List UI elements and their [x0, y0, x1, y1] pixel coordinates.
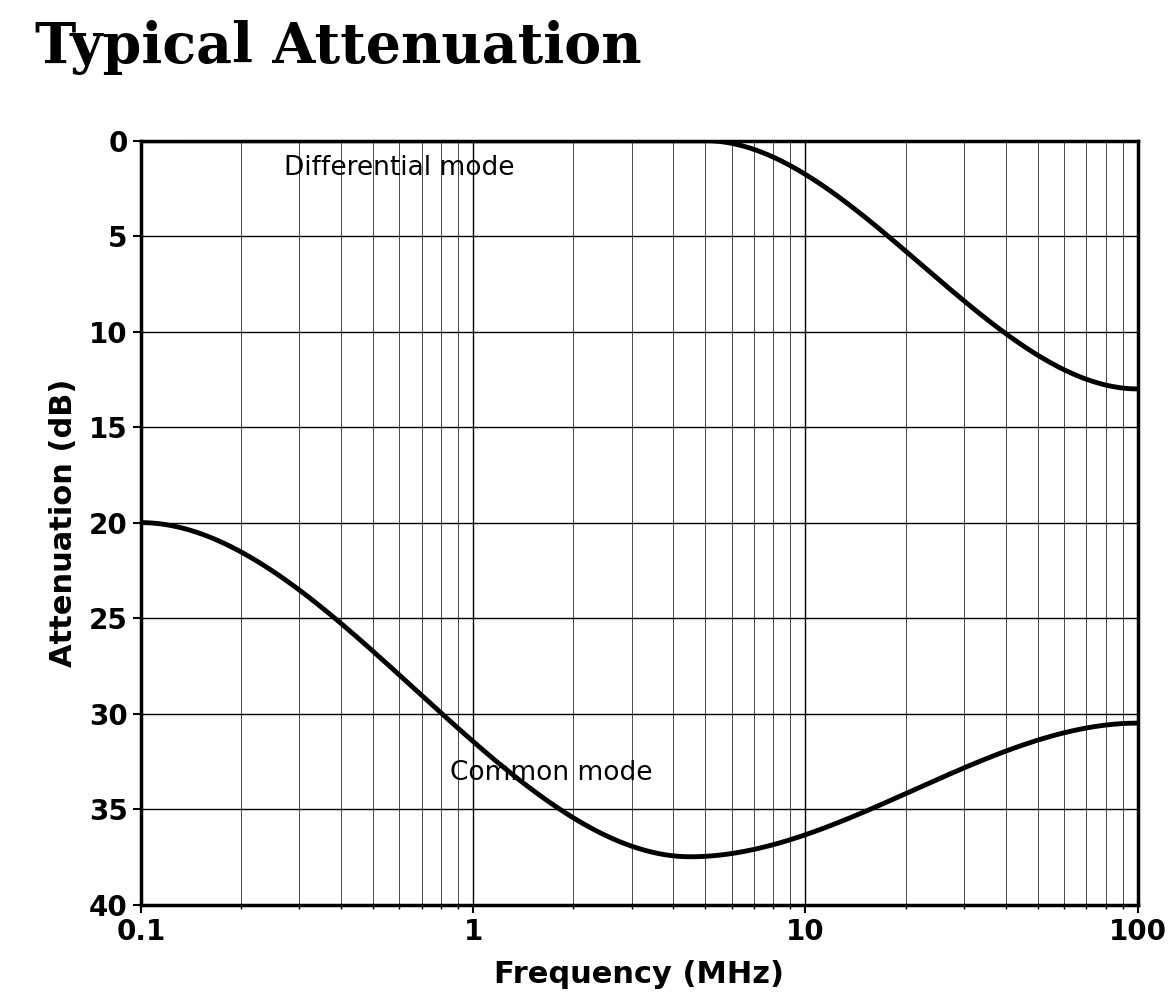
- X-axis label: Frequency (MHz): Frequency (MHz): [494, 960, 785, 989]
- Text: Typical Attenuation: Typical Attenuation: [35, 20, 642, 75]
- Text: Differential mode: Differential mode: [284, 155, 515, 181]
- Y-axis label: Attenuation (dB): Attenuation (dB): [48, 379, 77, 666]
- Text: Common mode: Common mode: [449, 761, 652, 786]
